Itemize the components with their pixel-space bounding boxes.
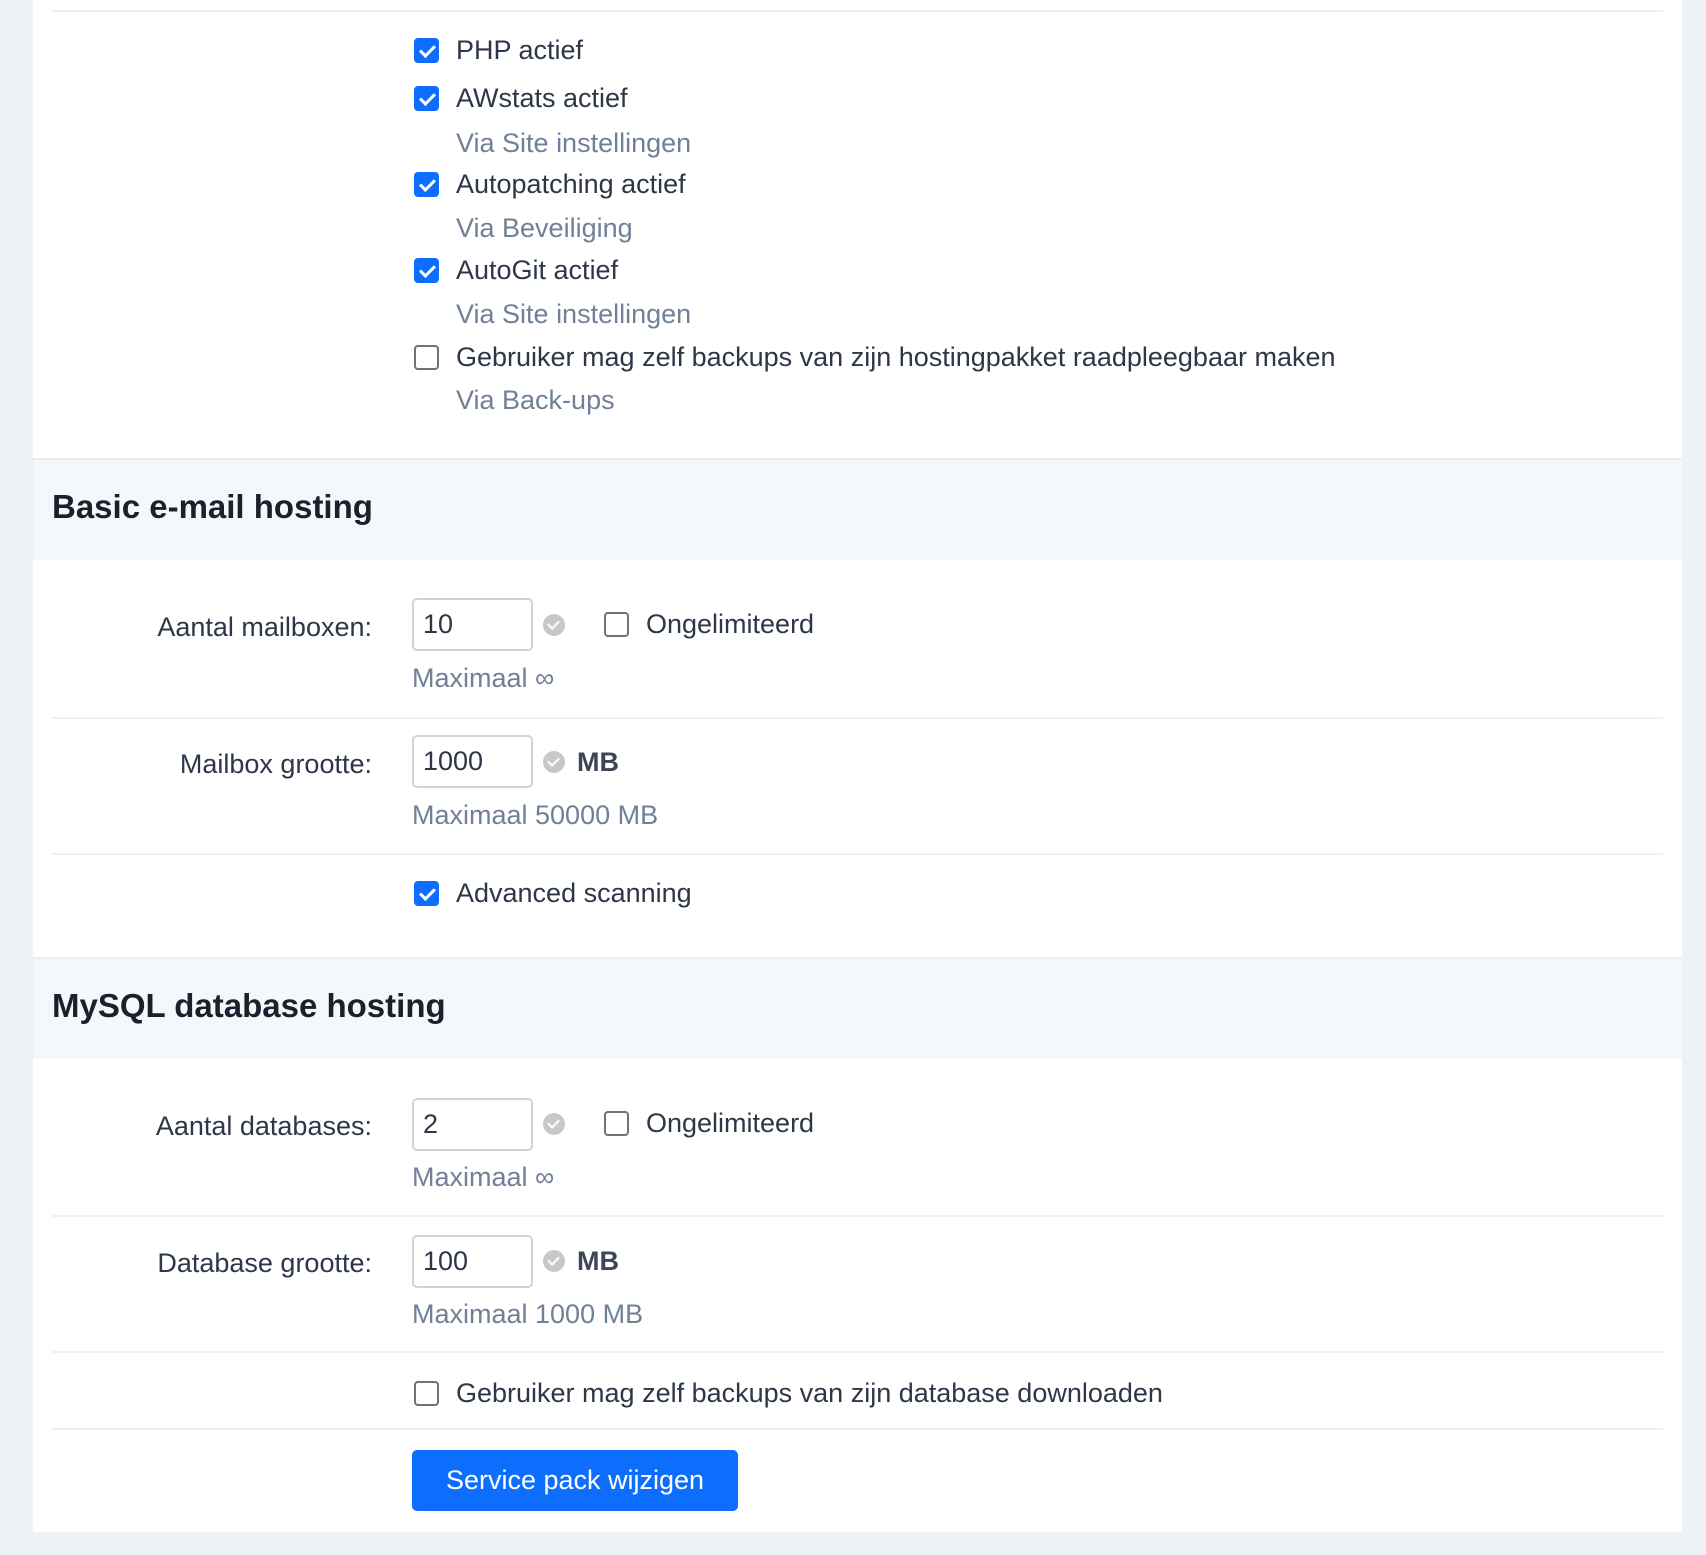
mailboxes-unlimited-checkbox[interactable] [604,612,629,637]
database-size-unit: MB [577,1246,619,1276]
divider [52,853,1663,855]
database-size-input[interactable] [412,1235,533,1288]
mailboxes-label: Aantal mailboxen: [157,612,372,642]
submit-button[interactable]: Service pack wijzigen [412,1450,738,1511]
database-size-label: Database grootte: [157,1248,372,1278]
check-circle-icon [543,1113,565,1135]
database-backups-checkbox[interactable] [414,1381,439,1406]
advanced-scanning-label: Advanced scanning [456,878,692,908]
database-size-max: Maximaal 1000 MB [412,1299,644,1329]
autopatching-checkbox[interactable] [414,172,439,197]
awstats-checkbox[interactable] [414,86,439,111]
email-section-header: Basic e-mail hosting [33,458,1682,560]
hosting-backups-checkbox[interactable] [414,345,439,370]
php-checkbox[interactable] [414,38,439,63]
autogit-label: AutoGit actief [456,255,619,285]
advanced-scanning-checkbox[interactable] [414,881,439,906]
autogit-checkbox[interactable] [414,258,439,283]
databases-max: Maximaal ∞ [412,1162,555,1192]
mailbox-size-unit: MB [577,747,619,777]
check-circle-icon [543,614,565,636]
autopatching-label: Autopatching actief [456,169,686,199]
mailboxes-max: Maximaal ∞ [412,663,555,693]
databases-unlimited-checkbox[interactable] [604,1111,629,1136]
mailbox-size-label: Mailbox grootte: [179,749,372,779]
database-backups-label: Gebruiker mag zelf backups van zijn data… [456,1378,1163,1408]
hosting-backups-label: Gebruiker mag zelf backups van zijn host… [456,342,1336,372]
check-circle-icon [543,1250,565,1272]
section-title: Basic e-mail hosting [52,488,373,525]
divider [52,1351,1663,1353]
databases-input[interactable] [412,1098,533,1151]
mailbox-size-input[interactable] [412,735,533,788]
hosting-backups-hint: Via Back-ups [456,385,615,415]
mysql-section-header: MySQL database hosting [33,957,1682,1059]
divider [52,717,1663,719]
awstats-label: AWstats actief [456,83,628,113]
awstats-hint: Via Site instellingen [456,128,692,158]
autopatching-hint: Via Beveiliging [456,213,633,243]
mailboxes-unlimited-label: Ongelimiteerd [646,609,815,639]
divider [52,10,1663,12]
php-label: PHP actief [456,35,584,65]
divider [52,1428,1663,1430]
divider [52,1215,1663,1217]
section-title: MySQL database hosting [52,987,446,1024]
databases-unlimited-label: Ongelimiteerd [646,1108,815,1138]
autogit-hint: Via Site instellingen [456,299,692,329]
mailboxes-input[interactable] [412,598,533,651]
settings-card [33,0,1682,1532]
databases-label: Aantal databases: [155,1111,372,1141]
mailbox-size-max: Maximaal 50000 MB [412,800,659,830]
check-circle-icon [543,751,565,773]
